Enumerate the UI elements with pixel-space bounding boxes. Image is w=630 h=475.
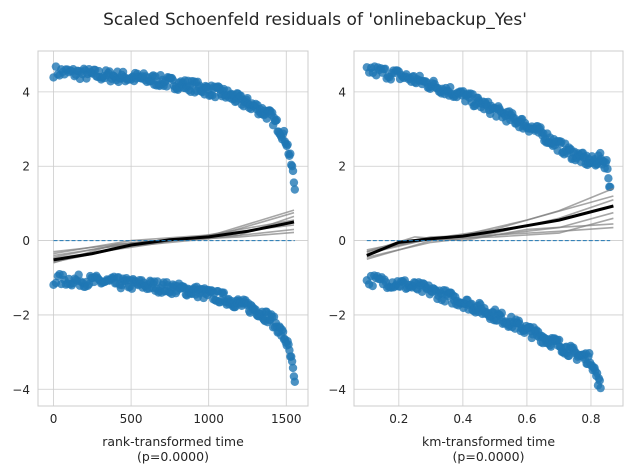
- residual-points: [49, 62, 300, 387]
- x-axis-label: km-transformed time: [422, 434, 555, 449]
- residual-point: [386, 75, 396, 84]
- y-tick-label: 0: [22, 234, 30, 248]
- axes-rank-transformed: 0 500 1000 1500 −4 −2 0 2 4 rank-transformed time…: [12, 50, 309, 464]
- residual-point: [290, 377, 300, 387]
- y-tick-label: −4: [328, 383, 346, 397]
- bootstrap-fit-line: [366, 198, 614, 260]
- residual-point: [585, 349, 594, 358]
- x-tick-label: 1500: [271, 412, 302, 426]
- residual-point: [272, 115, 281, 125]
- y-tick-label: 4: [338, 85, 346, 99]
- y-tick-label: −2: [12, 308, 30, 322]
- lowess-fit-line: [53, 220, 295, 262]
- bootstrap-fit-line: [366, 217, 614, 253]
- residual-point: [497, 308, 506, 318]
- residual-point: [219, 288, 229, 297]
- residual-point: [288, 166, 298, 176]
- y-tick-label: 2: [22, 160, 30, 174]
- x-tick-label: 1000: [193, 412, 224, 426]
- residual-point: [288, 363, 298, 373]
- residual-point: [285, 346, 294, 355]
- residual-point: [368, 281, 377, 291]
- residual-point: [554, 335, 564, 345]
- x-axis-note: (p=0.0000): [137, 449, 209, 464]
- residual-point: [289, 178, 299, 187]
- axes-km-transformed: 0.2 0.4 0.6 0.8 −4 −2 0 2 4 km-transformed time(p…: [328, 50, 624, 464]
- residual-point: [381, 64, 390, 74]
- y-tick-label: 2: [338, 160, 346, 174]
- residual-point: [604, 174, 613, 183]
- residual-points: [362, 62, 615, 393]
- x-tick-label: 0.2: [389, 412, 408, 426]
- y-tick-label: 4: [22, 85, 30, 99]
- residual-point: [286, 149, 295, 158]
- residual-point: [162, 82, 171, 91]
- residual-point: [595, 376, 604, 385]
- x-axis-note: (p=0.0000): [453, 449, 525, 464]
- y-tick-label: 0: [338, 234, 346, 248]
- residual-point: [287, 357, 297, 366]
- x-tick-label: 500: [120, 412, 143, 426]
- y-tick-label: −4: [12, 383, 30, 397]
- axes-frame: [37, 50, 309, 407]
- figure-title: Scaled Schoenfeld residuals of 'onlineba…: [103, 10, 527, 30]
- residual-point: [290, 185, 300, 194]
- residual-point: [279, 126, 289, 136]
- residual-point: [596, 383, 605, 393]
- y-tick-label: −2: [328, 308, 346, 322]
- lowess-fit-line: [366, 204, 614, 257]
- residual-point: [603, 164, 612, 174]
- x-tick-label: 0.8: [581, 412, 600, 426]
- x-tick-label: 0: [50, 412, 58, 426]
- x-axis-label: rank-transformed time: [102, 434, 244, 449]
- axes-frame: [353, 50, 624, 407]
- residual-point: [269, 312, 279, 321]
- x-tick-label: 0.4: [453, 412, 472, 426]
- residual-point: [74, 270, 83, 279]
- residual-point: [446, 82, 455, 92]
- residual-point: [283, 140, 292, 149]
- x-tick-label: 0.6: [517, 412, 536, 426]
- residual-point: [602, 156, 611, 165]
- residual-point: [278, 327, 288, 337]
